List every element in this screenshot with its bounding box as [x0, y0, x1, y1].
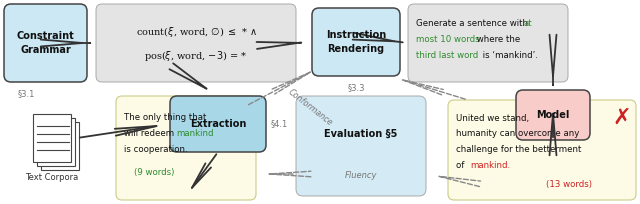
Text: of: of [456, 162, 467, 171]
Text: Fluency: Fluency [345, 172, 377, 181]
Text: Generate a sentence with: Generate a sentence with [416, 20, 531, 29]
Text: is ‘mankind’.: is ‘mankind’. [480, 51, 538, 61]
Text: (9 words): (9 words) [134, 167, 174, 176]
Text: Instruction
Rendering: Instruction Rendering [326, 30, 386, 54]
Text: §3.3: §3.3 [348, 83, 365, 92]
Text: ✗: ✗ [612, 108, 631, 128]
Text: humanity can overcome any: humanity can overcome any [456, 130, 579, 139]
FancyBboxPatch shape [170, 96, 266, 152]
Text: mankind.: mankind. [470, 162, 510, 171]
FancyBboxPatch shape [96, 4, 296, 82]
FancyBboxPatch shape [116, 96, 256, 200]
Text: Model: Model [536, 110, 570, 120]
FancyBboxPatch shape [312, 8, 400, 76]
Text: United we stand,: United we stand, [456, 113, 529, 122]
FancyBboxPatch shape [448, 100, 636, 200]
Text: at: at [523, 20, 532, 29]
FancyBboxPatch shape [41, 122, 79, 170]
Text: count($\xi$, word, $\emptyset$) $\leq$ * $\wedge$: count($\xi$, word, $\emptyset$) $\leq$ *… [136, 25, 257, 39]
Text: Conformance: Conformance [286, 88, 334, 128]
Text: most 10 words: most 10 words [416, 35, 479, 44]
Text: third last word: third last word [416, 51, 478, 61]
Text: The only thing that: The only thing that [124, 113, 206, 122]
Text: pos($\xi$, word, $-3$) = *: pos($\xi$, word, $-3$) = * [145, 49, 248, 63]
Text: where the: where the [474, 35, 520, 44]
Text: §4.1: §4.1 [271, 120, 288, 129]
FancyBboxPatch shape [296, 96, 426, 196]
Text: mankind: mankind [176, 130, 214, 139]
Text: is cooperation.: is cooperation. [124, 145, 188, 154]
Text: Extraction: Extraction [190, 119, 246, 129]
FancyBboxPatch shape [516, 90, 590, 140]
Text: challenge for the betterment: challenge for the betterment [456, 145, 581, 154]
Text: Evaluation §5: Evaluation §5 [324, 129, 397, 139]
Text: (13 words): (13 words) [546, 180, 592, 188]
Text: will redeem: will redeem [124, 130, 177, 139]
FancyBboxPatch shape [4, 4, 87, 82]
Text: Constraint
Grammar: Constraint Grammar [17, 31, 74, 55]
FancyBboxPatch shape [33, 114, 71, 162]
Text: §3.1: §3.1 [18, 90, 35, 99]
Text: Text Corpora: Text Corpora [26, 173, 79, 183]
FancyBboxPatch shape [408, 4, 568, 82]
FancyBboxPatch shape [37, 118, 75, 166]
